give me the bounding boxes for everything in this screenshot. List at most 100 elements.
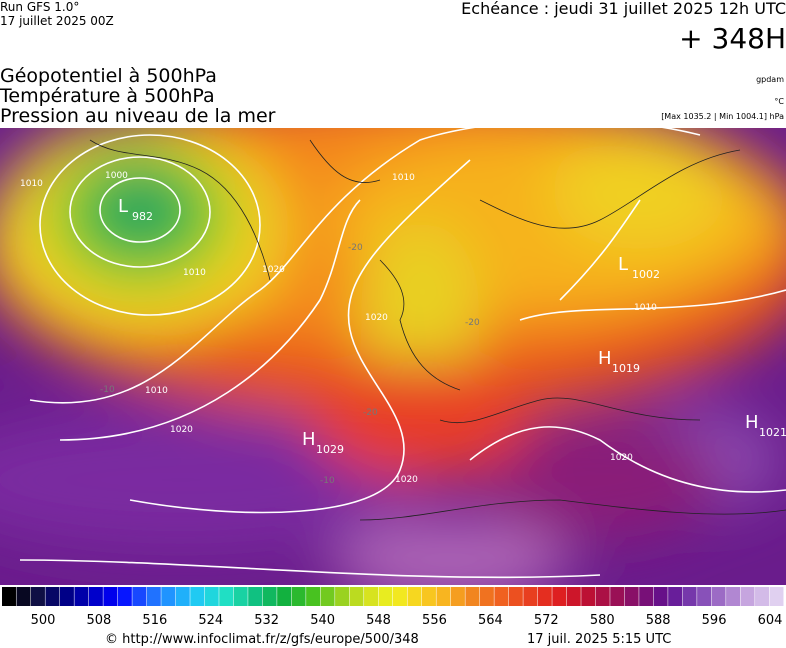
color-swatch [450, 587, 465, 606]
color-swatch [45, 587, 60, 606]
center-letter: H [598, 348, 612, 369]
colorbar: 500 508 516 524 532 540 548 556 564 572 580 588 596 6… [2, 587, 784, 628]
color-swatch [624, 587, 639, 606]
unit: gpdam [756, 75, 784, 84]
run: Run GFS 1.0° [0, 0, 79, 14]
color-swatch [291, 587, 306, 606]
color-swatch [146, 587, 161, 606]
legend-line: Géopotentiel à 500hPa [0, 65, 217, 87]
colorbar-label: 572 [534, 613, 559, 628]
color-swatch [349, 587, 364, 606]
isobar-label: 1020 [395, 475, 418, 485]
color-swatch [610, 587, 625, 606]
isobar-label: 1020 [610, 453, 633, 463]
isobar-label: 1010 [634, 303, 657, 313]
colorbar-label: 564 [478, 613, 503, 628]
color-swatch [537, 587, 552, 606]
color-swatch [566, 587, 581, 606]
color-swatch [364, 587, 379, 606]
color-swatch [204, 587, 219, 606]
center-value: 982 [132, 210, 153, 223]
color-swatch [378, 587, 393, 606]
lead-time: + 348H [679, 22, 786, 55]
color-swatch [16, 587, 31, 606]
color-swatch [320, 587, 335, 606]
valid-time: Echéance : jeudi 31 juillet 2025 12h UTC [461, 0, 786, 18]
color-swatch [755, 587, 770, 606]
color-swatch [248, 587, 263, 606]
color-swatch [2, 587, 16, 606]
legend-line: Température à 500hPa [0, 85, 215, 107]
color-swatch [653, 587, 668, 606]
color-swatch [175, 587, 190, 606]
isobars [19, 128, 786, 579]
legend-line: Pression au niveau de la mer [0, 105, 276, 127]
temp-label: -20 [465, 318, 480, 328]
center-value: 1019 [612, 362, 640, 375]
isobar-label: 1020 [170, 425, 193, 435]
isobar-label: 1010 [183, 268, 206, 278]
unit: [Max 1035.2 | Min 1004.1] hPa [661, 112, 784, 121]
color-swatch [219, 587, 234, 606]
color-swatch [335, 587, 350, 606]
coastlines [89, 139, 786, 521]
color-swatch [508, 587, 523, 606]
color-swatch [306, 587, 321, 606]
colorbar-label: 588 [646, 613, 671, 628]
temp-label: -20 [348, 243, 363, 253]
colorbar-label: 500 [31, 613, 56, 628]
color-swatch [74, 587, 89, 606]
color-swatch [581, 587, 596, 606]
color-swatch [595, 587, 610, 606]
color-swatch [639, 587, 654, 606]
center-value: 1002 [632, 268, 660, 281]
colorbar-label: 508 [87, 613, 112, 628]
colorbar-label: 532 [254, 613, 279, 628]
isobar-label: 1010 [392, 173, 415, 183]
center-value: 1021 [759, 426, 786, 439]
color-swatch [132, 587, 147, 606]
center-value: 1029 [316, 443, 344, 456]
colorbar-label: 604 [758, 613, 783, 628]
center-letter: H [302, 429, 316, 450]
temp-label: -10 [320, 476, 335, 486]
color-swatch [697, 587, 712, 606]
color-swatch [436, 587, 451, 606]
color-swatch [552, 587, 567, 606]
color-swatch [494, 587, 509, 606]
color-swatch [277, 587, 292, 606]
colorbar-label: 548 [366, 613, 391, 628]
color-swatch [682, 587, 697, 606]
color-swatch [393, 587, 407, 606]
isobar-label: 1020 [262, 265, 285, 275]
color-swatch [523, 587, 538, 606]
color-swatch [88, 587, 103, 606]
center-letter: L [118, 196, 128, 217]
temp-label: -20 [363, 408, 378, 418]
temp-label: -10 [100, 385, 115, 395]
center-letter: H [745, 412, 759, 433]
colorbar-label: 580 [590, 613, 615, 628]
isobar-label: 1000 [105, 171, 128, 181]
colorbar-label: 524 [198, 613, 223, 628]
colorbar-label: 596 [702, 613, 727, 628]
color-swatch [407, 587, 422, 606]
color-swatch [103, 587, 118, 606]
isobar-label: 1010 [20, 179, 43, 189]
color-swatch [262, 587, 277, 606]
colorbar-label: 556 [422, 613, 447, 628]
footer-source: © http://www.infoclimat.fr/z/gfs/europe/… [105, 632, 419, 647]
color-swatch [421, 587, 436, 606]
color-swatch [668, 587, 683, 606]
color-swatch [59, 587, 74, 606]
isobar-label: 1020 [365, 313, 388, 323]
color-swatch [726, 587, 741, 606]
unit: °C [774, 97, 784, 106]
run-date: 17 juillet 2025 00Z [0, 14, 114, 28]
color-swatch [190, 587, 205, 606]
colorbar-label: 516 [142, 613, 167, 628]
color-swatch [161, 587, 176, 606]
